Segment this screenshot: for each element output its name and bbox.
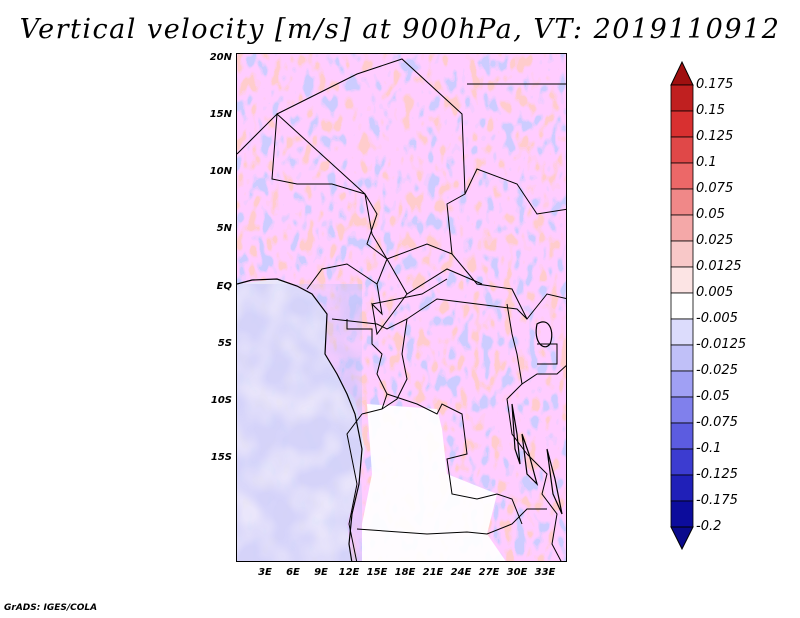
colorbar-label: 0.005 [696,285,734,300]
colorbar-label: 0.175 [696,77,734,92]
colorbar-box [670,136,694,164]
colorbar-box [670,266,694,294]
colorbar-label: -0.005 [696,311,738,326]
colorbar-box [670,292,694,320]
colorbar-label: 0.0125 [696,259,742,274]
lon-label: 33E [534,567,556,578]
lon-label: 6E [286,567,300,578]
lon-label: 15E [366,567,388,578]
colorbar-box [670,84,694,112]
colorbar-box [670,110,694,138]
lon-label: 3E [258,567,272,578]
colorbar-box [670,162,694,190]
coastline [237,278,363,561]
colorbar-label: 0.125 [696,129,734,144]
calm-region [362,404,506,561]
lat-label: 5N [216,223,232,234]
country-borders [237,58,566,561]
lakes [511,321,563,515]
lon-label: 12E [338,567,360,578]
colorbar-label: -0.1 [696,441,722,456]
lat-label: 15N [209,109,232,120]
colorbar [670,60,694,551]
colorbar-label: -0.025 [696,363,738,378]
lat-label: 10N [209,166,232,177]
colorbar-box [670,500,694,528]
colorbar-box [670,370,694,398]
lon-label: 27E [478,567,500,578]
lat-label: 15S [210,452,232,463]
colorbar-label: 0.1 [696,155,717,170]
colorbar-box [670,214,694,242]
colorbar-label: 0.15 [696,103,725,118]
footer-credit: GrADS: IGES/COLA [4,603,98,613]
ocean-shading [237,284,362,561]
lon-label: 24E [450,567,472,578]
lon-label: 18E [394,567,416,578]
colorbar-label: -0.2 [696,519,722,534]
lat-label: EQ [216,281,232,292]
colorbar-box [670,474,694,502]
lon-label: 9E [314,567,328,578]
lat-label: 5S [217,338,232,349]
colorbar-box [670,448,694,476]
colorbar-box [670,318,694,346]
colorbar-bottom-cap [670,526,694,551]
colorbar-box [670,422,694,450]
colorbar-label: -0.0125 [696,337,747,352]
colorbar-label: 0.05 [696,207,725,222]
colorbar-label: -0.05 [696,389,730,404]
colorbar-box [670,344,694,372]
lat-label: 10S [210,395,232,406]
colorbar-label: -0.175 [696,493,738,508]
lon-label: 30E [506,567,528,578]
map-svg [237,54,566,561]
colorbar-box [670,396,694,424]
colorbar-label: -0.075 [696,415,738,430]
map-panel [236,53,567,562]
colorbar-label: -0.125 [696,467,738,482]
lat-label: 20N [209,52,232,63]
plot-title: Vertical velocity [m/s] at 900hPa, VT: 2… [19,14,781,45]
lon-label: 21E [422,567,444,578]
colorbar-label: 0.075 [696,181,734,196]
colorbar-box [670,240,694,268]
colorbar-top-cap [670,60,694,86]
colorbar-box [670,188,694,216]
colorbar-label: 0.025 [696,233,734,248]
